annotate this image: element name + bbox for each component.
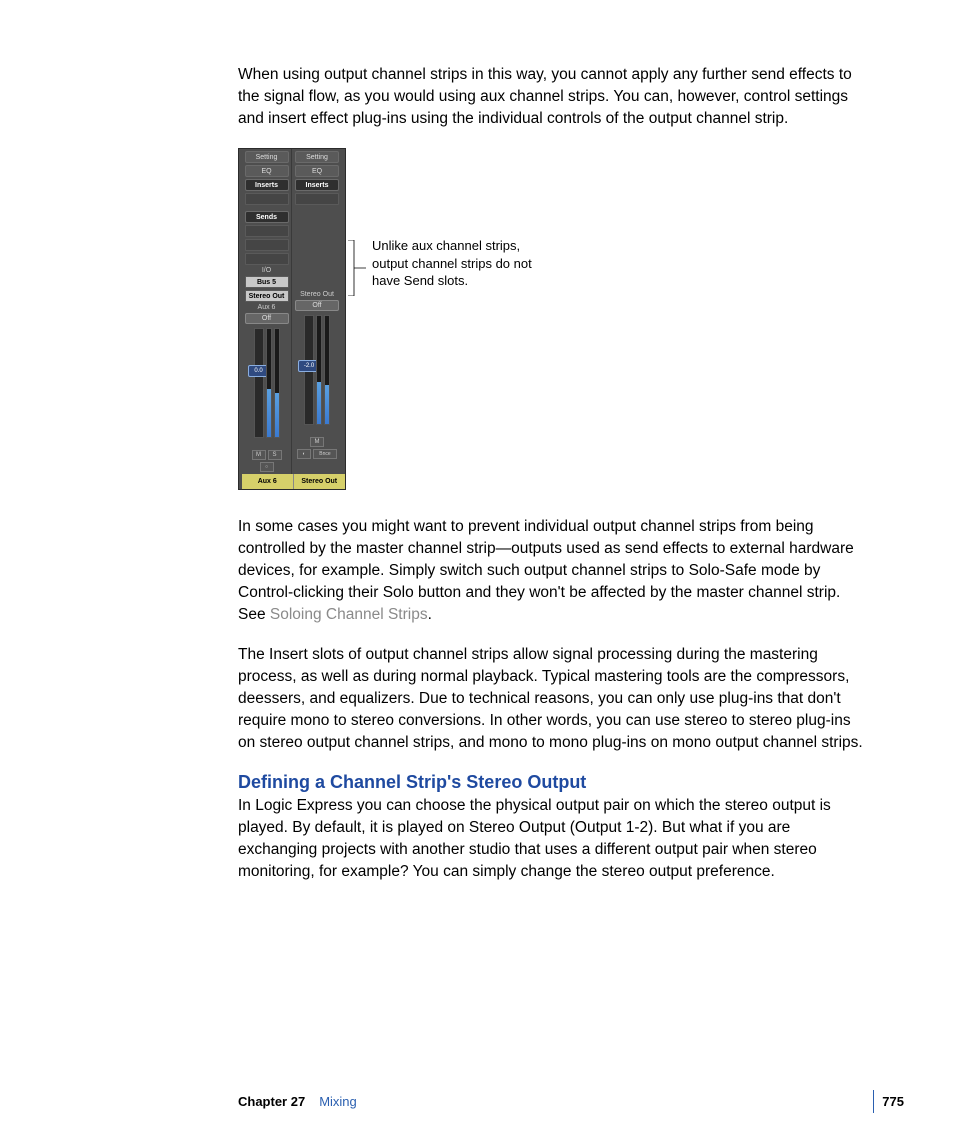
fader-track[interactable]: -2.0	[304, 315, 314, 425]
io-label: I/O	[245, 267, 289, 274]
paragraph-intro: When using output channel strips in this…	[238, 64, 870, 130]
level-meter	[316, 315, 322, 425]
mixer-panel: Setting EQ Inserts Sends I/O Bus 5 Stere…	[238, 148, 346, 490]
strip-label: Aux 6	[245, 304, 289, 311]
level-meter	[266, 328, 272, 438]
section-heading: Defining a Channel Strip's Stereo Output	[238, 772, 870, 793]
eq-slot[interactable]: EQ	[295, 165, 339, 177]
footer-title: Mixing	[319, 1094, 357, 1109]
footer-page-number: 775	[882, 1094, 904, 1109]
automation-mode[interactable]: Off	[295, 300, 339, 311]
bracket-icon	[346, 240, 366, 296]
input-slot[interactable]: Bus 5	[245, 276, 289, 288]
fader-area: 0.0	[244, 328, 290, 448]
channel-strip-aux: Setting EQ Inserts Sends I/O Bus 5 Stere…	[242, 149, 292, 474]
footer-chapter: Chapter 27	[238, 1094, 305, 1109]
footer-divider	[873, 1090, 875, 1113]
strip-name[interactable]: Stereo Out	[294, 474, 346, 489]
send-slot[interactable]	[245, 253, 289, 265]
automation-mode[interactable]: Off	[245, 313, 289, 324]
format-button[interactable]: ○	[260, 462, 274, 472]
send-slot[interactable]	[245, 225, 289, 237]
insert-slot[interactable]	[295, 193, 339, 205]
paragraph-stereo-output: In Logic Express you can choose the phys…	[238, 795, 870, 883]
paragraph-inserts: The Insert slots of output channel strip…	[238, 644, 870, 754]
level-meter	[324, 315, 330, 425]
sends-header: Sends	[245, 211, 289, 223]
page-footer: Chapter 27 Mixing 775	[238, 1094, 894, 1109]
send-slot[interactable]	[245, 239, 289, 251]
output-label: Stereo Out	[295, 291, 339, 298]
bounce-button[interactable]: Bnce	[313, 449, 337, 459]
output-slot[interactable]: Stereo Out	[245, 290, 289, 302]
fader-track[interactable]: 0.0	[254, 328, 264, 438]
eq-slot[interactable]: EQ	[245, 165, 289, 177]
format-button[interactable]: ◐	[297, 449, 311, 459]
mute-button[interactable]: M	[310, 437, 324, 447]
channel-strip-output: Setting EQ Inserts Stereo Out Off -2.0	[292, 149, 342, 474]
link-soloing[interactable]: Soloing Channel Strips	[270, 606, 428, 623]
inserts-header: Inserts	[295, 179, 339, 191]
strip-name[interactable]: Aux 6	[242, 474, 294, 489]
callout-text: Unlike aux channel strips, output channe…	[372, 237, 542, 290]
setting-button[interactable]: Setting	[245, 151, 289, 163]
level-meter	[274, 328, 280, 438]
strip-names-row: Aux 6 Stereo Out	[242, 474, 345, 489]
mute-button[interactable]: M	[252, 450, 266, 460]
insert-slot[interactable]	[245, 193, 289, 205]
figure-channel-strips: Setting EQ Inserts Sends I/O Bus 5 Stere…	[238, 148, 870, 490]
inserts-header: Inserts	[245, 179, 289, 191]
paragraph-solo-safe: In some cases you might want to prevent …	[238, 516, 870, 626]
setting-button[interactable]: Setting	[295, 151, 339, 163]
callout: Unlike aux channel strips, output channe…	[346, 240, 542, 296]
fader-area: -2.0	[294, 315, 340, 435]
solo-button[interactable]: S	[268, 450, 282, 460]
